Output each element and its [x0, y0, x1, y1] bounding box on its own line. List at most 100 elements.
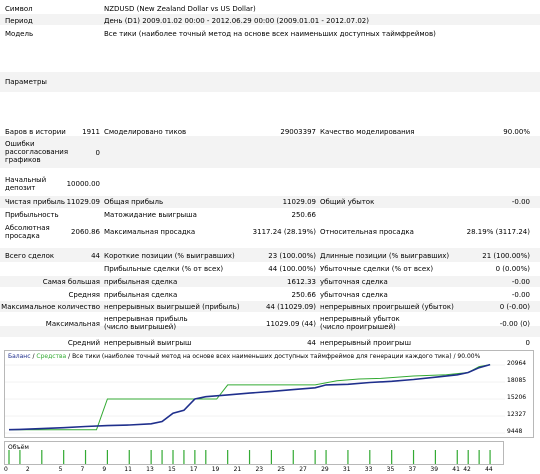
short-label: Короткие позиции (% выигравших) [104, 252, 235, 260]
total-value: 44 [91, 252, 100, 260]
volume-bar [84, 450, 87, 464]
volume-bar [63, 450, 65, 464]
volume-bar [227, 450, 229, 464]
volume-bar [314, 450, 316, 464]
volume-bar [369, 450, 371, 464]
x-tick-label: 44 [485, 466, 493, 473]
volume-label: Объём [8, 444, 29, 451]
profit-trades-label: Прибыльные сделки (% от всех) [104, 265, 224, 273]
bars-value: 1911 [82, 128, 100, 136]
y-tick-label: 9448 [507, 428, 523, 435]
average-loss-value: -0.00 [511, 291, 530, 299]
x-tick-label: 5 [58, 466, 63, 473]
symbol-label: Символ [5, 5, 33, 13]
cons-losses-label: непрерывных проигрышей (убыток) [320, 303, 454, 311]
pf-label: Прибыльность [5, 211, 59, 219]
average-label: Средняя [68, 291, 100, 299]
x-tick-label: 33 [364, 466, 373, 473]
y-tick-label: 12327 [507, 411, 527, 418]
x-tick-label: 19 [211, 466, 220, 473]
period-value: День (D1) 2009.01.02 00:00 - 2012.06.29 … [104, 17, 369, 25]
chart-plot [5, 363, 505, 434]
model-label: Модель [5, 30, 34, 38]
expected-label: Матожидание выигрыша [104, 211, 197, 219]
errors-label: Ошибки рассогласования графиков [5, 140, 69, 164]
volume-bar [456, 450, 458, 464]
period-label: Период [5, 17, 33, 25]
x-tick-label: 21 [233, 466, 242, 473]
largest-loss-label: убыточная сделка [320, 278, 388, 286]
volume-bar [161, 450, 163, 464]
deposit-label: Начальный депозит [5, 176, 47, 192]
params-label: Параметры [5, 78, 47, 86]
x-tick-label: 41 [452, 466, 460, 473]
cons-loss-label: непрерывный убыток (число проигрышей) [320, 315, 400, 331]
balance-line [8, 363, 491, 431]
largest-label: Самая большая [42, 278, 100, 286]
average-win-label: прибыльная сделка [104, 291, 178, 299]
average-win-value: 250.66 [291, 291, 317, 299]
volume-bar [270, 450, 272, 464]
average-loss-label: убыточная сделка [320, 291, 388, 299]
x-tick-label: 37 [408, 466, 417, 473]
volume-bar [205, 450, 207, 464]
symbol-value: NZDUSD (New Zealand Dollar vs US Dollar) [104, 5, 256, 13]
volume-bar [172, 450, 174, 464]
equity-line [9, 364, 491, 431]
rel-dd-value: 28.19% (3117.24) [466, 228, 530, 236]
volume-bar [325, 450, 327, 464]
avg-cons-label: Средний [67, 339, 100, 347]
avg-losses-value: 0 [525, 339, 530, 347]
x-tick-label: 0 [4, 466, 8, 473]
loss-trades-value: 0 (0.00%) [495, 265, 530, 273]
loss-trades-label: Убыточные сделки (% от всех) [320, 265, 434, 273]
gross-loss-label: Общий убыток [320, 198, 375, 206]
y-tick-label: 15206 [507, 394, 527, 401]
legend-description: / Все тики (наиболее точный метод на осн… [66, 353, 481, 360]
cons-profit-label: непрерывная прибыль (число выигрышей) [104, 315, 188, 331]
x-tick-label: 31 [342, 466, 351, 473]
x-tick-label: 11 [124, 466, 132, 473]
cons-loss-value: -0.00 (0) [499, 320, 530, 328]
max-count-label: Максимальное количество [1, 303, 100, 311]
x-tick-label: 25 [277, 466, 285, 473]
total-label: Всего сделок [5, 252, 55, 260]
maximal-label: Максимальная [45, 320, 100, 328]
quality-label: Качество моделирования [320, 128, 415, 136]
long-label: Длинные позиции (% выигравших) [320, 252, 450, 260]
errors-value: 0 [95, 149, 100, 157]
rel-dd-label: Относительная просадка [320, 228, 414, 236]
volume-bar [347, 450, 349, 464]
net-value: 11029.09 [66, 198, 100, 206]
volume-bar [434, 450, 436, 464]
x-tick-label: 35 [386, 466, 395, 473]
expected-value: 250.66 [291, 211, 317, 219]
x-tick-label: 2 [25, 466, 30, 473]
y-tick-label: 20964 [507, 360, 527, 367]
volume-bar [292, 450, 294, 464]
abs-dd-label: Абсолютная просадка [5, 224, 50, 240]
balance-chart: Баланс / Средства / Все тики (наиболее т… [4, 350, 534, 438]
x-tick-label: 27 [299, 466, 307, 473]
max-dd-label: Максимальная просадка [104, 228, 196, 236]
max-dd-value: 3117.24 (28.19%) [252, 228, 316, 236]
gross-loss-value: -0.00 [511, 198, 530, 206]
avg-wins-label: непрерывный выигрыш [104, 339, 192, 347]
x-tick-label: 15 [168, 466, 176, 473]
model-value: Все тики (наиболее точный метод на основ… [104, 30, 436, 38]
volume-bar [128, 450, 130, 464]
volume-bar [478, 450, 480, 464]
x-tick-label: 29 [321, 466, 329, 473]
cons-losses-value: 0 (-0.00) [499, 303, 530, 311]
cons-wins-value: 44 (11029.09) [266, 303, 316, 311]
ticks-label: Смоделировано тиков [104, 128, 187, 136]
volume-bar [19, 450, 21, 464]
x-tick-label: 23 [255, 466, 264, 473]
volume-bar [41, 450, 43, 464]
bars-label: Баров в истории [5, 128, 66, 136]
x-tick-label: 7 [80, 466, 85, 473]
y-tick-label: 18085 [507, 377, 527, 384]
x-tick-label: 13 [146, 466, 154, 473]
quality-value: 90.00% [503, 128, 530, 136]
volume-chart: Объём [4, 441, 504, 465]
